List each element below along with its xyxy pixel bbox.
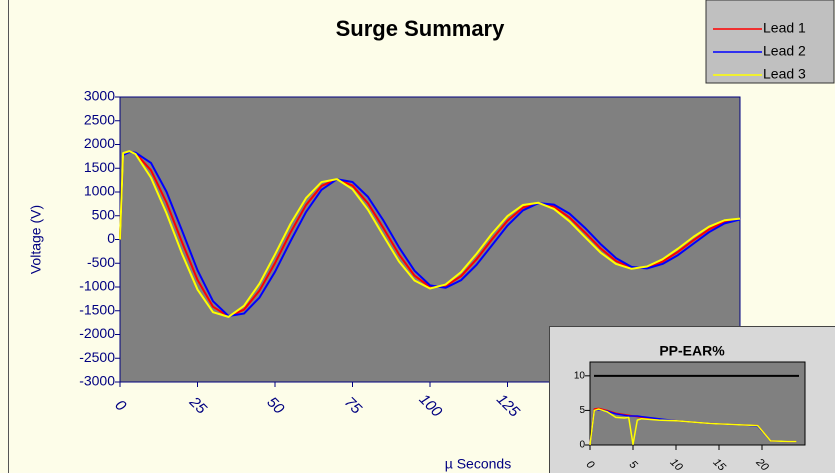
x-tick-label: 10 [667,456,685,473]
x-tick-label: 15 [710,456,728,473]
x-tick-label: 20 [753,456,771,473]
y-tick-label: -1000 [79,278,115,294]
y-tick-label: -1500 [79,301,115,317]
y-tick-label: -500 [87,254,115,270]
x-axis-label: µ Seconds [445,456,511,472]
series-line [119,150,741,318]
y-tick-label: 0 [107,230,115,246]
y-tick-label: 0 [579,440,585,451]
y-tick-label: -2000 [79,325,115,341]
plot-area [589,361,806,446]
series-line [589,408,797,446]
y-tick-label: 500 [92,206,116,222]
y-tick-label: 2500 [84,111,115,127]
legend-label: Lead 2 [763,43,806,59]
y-tick-label: -2500 [79,349,115,365]
legend-label: Lead 3 [763,66,806,82]
y-tick-label: 2000 [84,135,115,151]
y-tick-label: -3000 [79,373,115,389]
y-tick-label: 10 [574,370,586,381]
y-axis-label: Voltage (V) [28,205,44,274]
chart-title: Surge Summary [336,16,505,41]
y-tick-label: 1000 [84,183,115,199]
series-line [119,151,741,318]
chart-title: PP-EAR% [659,343,725,359]
legend-box [705,0,835,84]
legend-label: Lead 1 [763,20,806,36]
y-tick-label: 1500 [84,159,115,175]
y-tick-label: 5 [579,405,585,416]
y-tick-label: 3000 [84,88,115,104]
main-chart: -3000-2500-2000-1500-1000-50005001000150… [28,0,835,472]
